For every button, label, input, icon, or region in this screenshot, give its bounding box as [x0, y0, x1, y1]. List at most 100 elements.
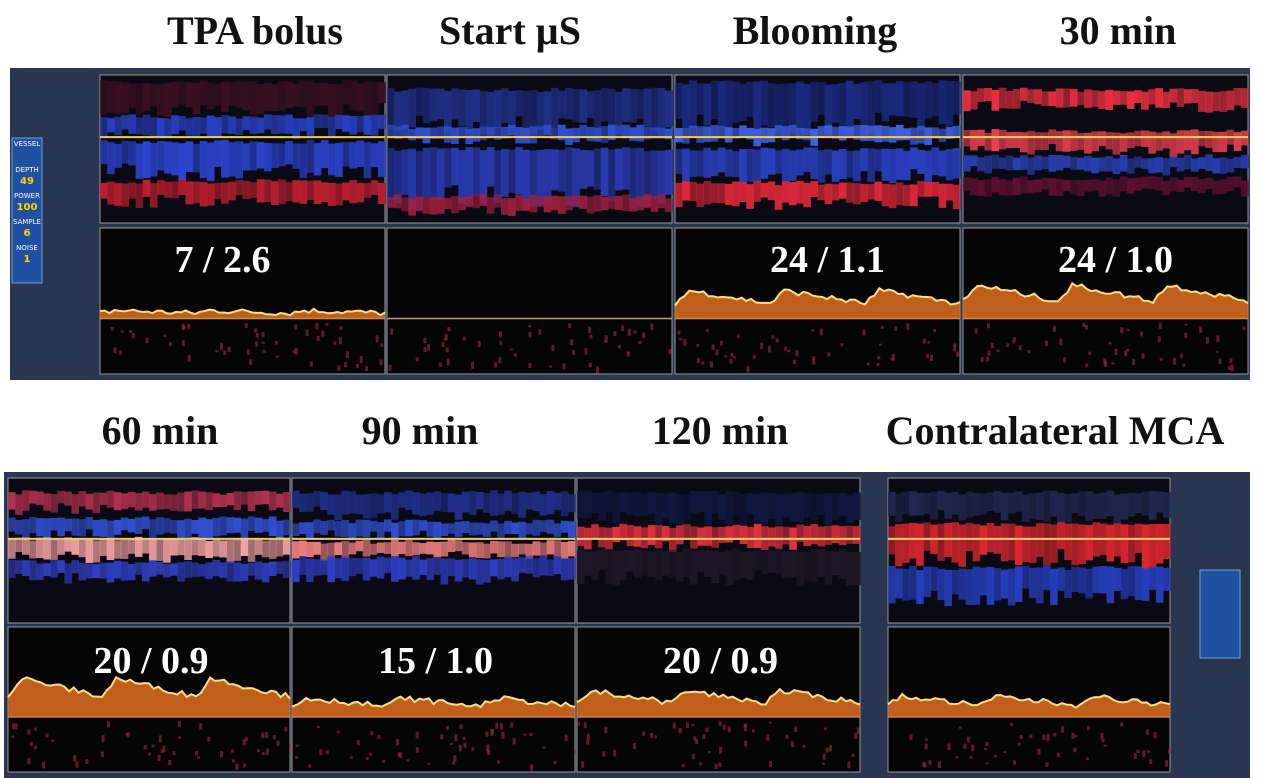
m-mode-band	[774, 125, 783, 138]
m-mode-band	[142, 179, 151, 197]
m-mode-band	[664, 198, 673, 213]
noise	[706, 329, 710, 333]
m-mode-band	[591, 524, 599, 539]
noise	[162, 745, 166, 753]
noise	[812, 358, 816, 365]
noise	[113, 347, 117, 354]
noise	[792, 359, 796, 365]
m-mode-band	[1020, 155, 1028, 170]
m-mode-band	[249, 182, 258, 198]
m-mode-band	[1212, 131, 1220, 153]
noise	[207, 736, 211, 742]
m-mode-band	[753, 493, 762, 523]
m-mode-band	[600, 126, 609, 143]
m-mode-band	[299, 118, 308, 132]
noise	[996, 349, 1000, 353]
m-mode-band	[543, 125, 552, 136]
m-mode-band	[1212, 158, 1220, 174]
m-mode-band	[690, 550, 698, 585]
m-mode-band	[327, 519, 335, 531]
m-mode-band	[760, 492, 769, 525]
m-mode-band	[1106, 490, 1115, 517]
m-mode-band	[676, 552, 684, 582]
noise	[586, 733, 590, 741]
m-mode-band	[497, 541, 505, 558]
m-mode-band	[171, 181, 179, 199]
noise	[564, 734, 568, 742]
m-mode-band	[945, 183, 954, 201]
m-mode-band	[846, 126, 854, 137]
m-mode-band	[1041, 156, 1049, 170]
noise	[894, 326, 898, 332]
m-mode-band	[838, 82, 847, 132]
m-mode-band	[1027, 157, 1035, 175]
m-mode-band	[127, 491, 136, 508]
m-mode-band	[1162, 523, 1171, 560]
noise	[1045, 340, 1049, 347]
m-mode-band	[348, 523, 357, 541]
m-mode-band	[313, 82, 322, 106]
m-mode-band	[746, 493, 755, 515]
m-mode-band	[1191, 176, 1199, 192]
noise	[355, 363, 359, 369]
m-mode-band	[746, 81, 754, 117]
noise	[718, 721, 722, 727]
noise	[768, 721, 772, 724]
m-mode-band	[275, 561, 284, 574]
m-mode-band	[134, 536, 143, 557]
m-mode-band	[199, 140, 208, 179]
noise	[42, 761, 46, 769]
m-mode-band	[256, 117, 265, 134]
m-mode-band	[184, 539, 192, 560]
m-mode-band	[789, 551, 797, 578]
m-mode-band	[64, 491, 72, 506]
velocity-label: 20 / 0.9	[663, 640, 778, 682]
m-mode-band	[405, 490, 413, 511]
noise	[933, 329, 937, 333]
m-mode-band	[341, 490, 350, 515]
noise	[702, 734, 706, 740]
m-mode-band	[163, 539, 171, 563]
m-mode-band	[100, 182, 108, 199]
m-mode-band	[970, 130, 978, 151]
m-mode-band	[356, 140, 365, 167]
noise	[11, 723, 15, 730]
m-mode-band	[233, 562, 242, 582]
m-mode-band	[696, 126, 704, 143]
m-mode-band	[85, 493, 94, 510]
doppler-peak	[674, 286, 961, 307]
noise	[486, 744, 490, 752]
m-mode-band	[461, 542, 470, 555]
m-mode-band	[412, 519, 420, 536]
m-mode-band	[917, 181, 925, 197]
m-mode-band	[214, 140, 222, 167]
m-mode-band	[831, 84, 840, 123]
noise	[743, 724, 747, 732]
m-mode-band	[633, 492, 642, 517]
m-mode-band	[107, 181, 115, 205]
noise	[187, 355, 191, 362]
noise	[110, 327, 114, 331]
m-mode-band	[612, 526, 620, 543]
m-mode-band	[558, 90, 566, 119]
m-mode-band	[853, 150, 861, 182]
m-mode-band	[292, 180, 300, 203]
m-mode-band	[979, 567, 988, 596]
m-mode-band	[622, 124, 630, 139]
m-mode-band	[661, 526, 670, 542]
m-mode-band	[629, 127, 637, 141]
m-mode-band	[341, 519, 350, 537]
m-mode-band	[369, 559, 378, 577]
m-mode-band	[268, 516, 277, 537]
noise	[1111, 362, 1115, 365]
noise	[588, 363, 592, 368]
m-mode-band	[803, 551, 811, 581]
m-mode-band	[529, 150, 538, 206]
noise	[1062, 357, 1066, 363]
noise	[551, 344, 555, 351]
m-mode-band	[683, 524, 691, 540]
m-mode-band	[412, 542, 420, 556]
m-mode-band	[986, 522, 995, 553]
m-mode-band	[1027, 130, 1035, 155]
m-mode-band	[113, 540, 122, 559]
